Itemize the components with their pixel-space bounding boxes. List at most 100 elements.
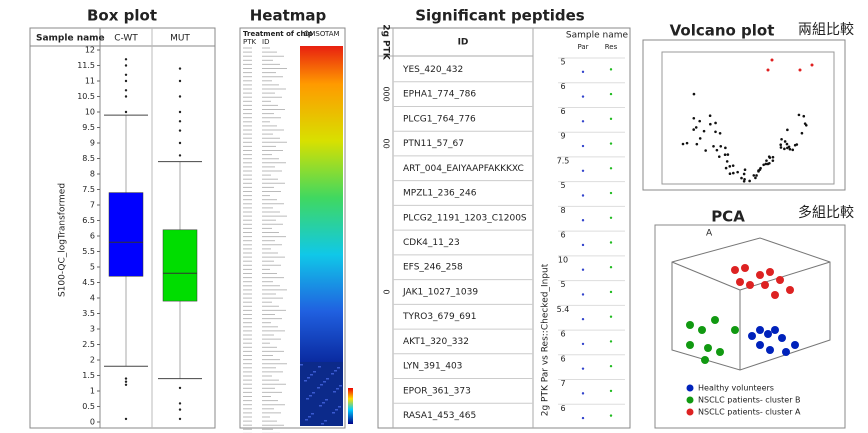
outlier	[178, 67, 182, 70]
peptide-id: EPHA1_774_786	[403, 90, 476, 100]
axis-label: 2g PTK Par vs Res::Checked_Input	[541, 263, 551, 416]
outlier	[178, 402, 182, 405]
volcano-point	[740, 176, 743, 180]
outlier	[124, 89, 128, 92]
pca-point	[771, 326, 779, 334]
volcano-title: Volcano plot	[670, 22, 775, 40]
table-frame	[377, 27, 631, 429]
volcano-point	[695, 142, 699, 146]
sample-header: Sample name	[566, 31, 629, 41]
volcano-point	[698, 119, 701, 123]
volcano-point	[762, 163, 765, 167]
group-label: 000	[382, 86, 391, 101]
volcano-point	[802, 114, 806, 118]
volcano-point	[724, 146, 727, 150]
heatmap-noise	[313, 371, 316, 373]
res-dot	[609, 315, 613, 318]
peptide-id: PLCG2_1191_1203_C1200S	[403, 213, 527, 223]
table-title: Significant peptides	[415, 7, 585, 25]
par-dot	[581, 293, 585, 296]
box	[162, 229, 198, 302]
pca-point	[704, 344, 712, 352]
outlier	[124, 95, 128, 98]
outlier	[178, 110, 182, 114]
pca-point	[756, 271, 764, 279]
row-tick: 7	[560, 379, 565, 388]
peptide-id: EFS_246_258	[403, 263, 463, 273]
volcano-point	[771, 155, 775, 159]
y-tick-label: 1	[90, 387, 95, 396]
row-tick: 6	[560, 404, 565, 413]
y-tick-label: 0.5	[82, 402, 95, 411]
pca-title: PCA	[711, 208, 745, 226]
box-header: Sample name	[36, 34, 105, 44]
heatmap-noise	[332, 412, 335, 414]
y-tick-label: 7.5	[82, 185, 95, 194]
pca-point	[686, 321, 694, 329]
peptide-id: MPZL1_236_246	[403, 189, 477, 199]
y-tick-label: 6.5	[82, 216, 95, 225]
heatmap-colorbar	[348, 388, 353, 424]
y-tick-label: 3.5	[82, 309, 95, 318]
pca-point	[778, 334, 786, 342]
heatmap-column: ID	[262, 38, 269, 46]
outlier	[124, 417, 128, 421]
group-label: 00	[382, 138, 391, 148]
row-tick: 6	[560, 330, 565, 339]
legend-swatch	[686, 396, 694, 404]
pca-point	[766, 346, 774, 354]
volcano-point	[779, 143, 783, 146]
pca-point	[791, 341, 799, 349]
row-tick: 10	[558, 255, 568, 264]
volcano-axes	[661, 51, 835, 185]
heatmap-noise	[300, 364, 303, 366]
y-tick-label: 8	[90, 170, 95, 179]
outlier	[124, 377, 128, 380]
y-tick-label: 4.5	[82, 278, 95, 287]
volcano-point	[768, 156, 772, 159]
res-dot	[609, 389, 613, 393]
par-dot	[581, 392, 585, 395]
heatmap-noise	[321, 423, 324, 425]
par-dot	[581, 95, 585, 98]
heatmap-noise	[310, 374, 313, 376]
pca-point	[686, 341, 694, 349]
heatmap-noise	[338, 406, 341, 408]
peptide-id: AKT1_320_332	[403, 337, 469, 347]
peptide-id: RASA1_453_465	[403, 411, 476, 421]
heatmap-title: Heatmap	[250, 7, 327, 25]
row-tick: 9	[560, 132, 565, 141]
heatmap-noise	[320, 384, 323, 386]
row-tick: 5	[560, 58, 565, 67]
peptide-id: JAK1_1027_1039	[402, 287, 478, 297]
legend-label: NSCLC patients- cluster B	[698, 396, 801, 405]
heatmap-noise	[326, 378, 329, 380]
res-dot	[609, 216, 613, 219]
volcano-point	[732, 171, 735, 175]
volcano-point	[709, 122, 712, 126]
par-dot	[581, 194, 585, 197]
heatmap-column: PTK	[243, 38, 256, 46]
par-dot	[581, 317, 585, 321]
pca-point	[716, 348, 724, 356]
heatmap-noise	[312, 392, 315, 394]
category-label: MUT	[170, 34, 190, 44]
y-tick-label: 5	[90, 263, 95, 272]
volcano-note: 兩組比較	[798, 22, 854, 38]
y-tick-label: 10	[85, 108, 95, 117]
legend-label: NSCLC patients- cluster A	[698, 408, 801, 417]
volcano-point	[685, 141, 689, 145]
par-dot	[581, 169, 585, 172]
row-tick: 6	[560, 82, 565, 91]
volcano-point	[698, 137, 702, 140]
volcano-point	[754, 176, 757, 180]
pca-point	[761, 281, 769, 289]
res-dot	[609, 364, 613, 368]
res-dot	[609, 117, 613, 121]
y-tick-label: 9	[90, 139, 95, 148]
outlier	[178, 386, 182, 390]
volcano-point	[714, 130, 717, 134]
res-dot	[609, 167, 613, 170]
pca-point	[766, 268, 774, 276]
